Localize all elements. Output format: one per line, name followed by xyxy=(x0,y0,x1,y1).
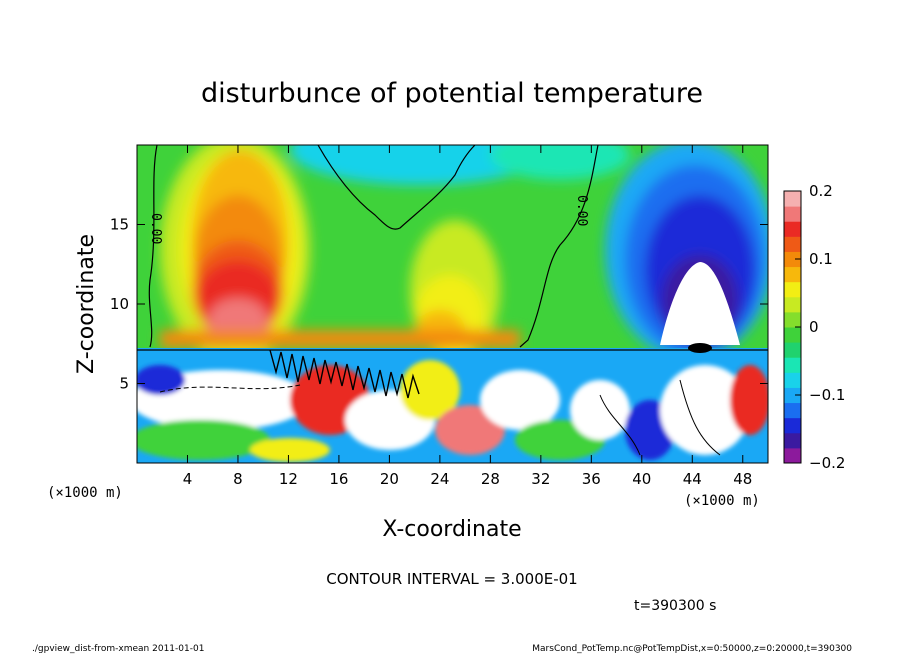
colorbar: −0.2 −0.1 0 0.1 0.2 xyxy=(783,182,845,472)
chart-title: disturbunce of potential temperature xyxy=(201,78,703,109)
x-tick-label: 24 xyxy=(430,470,449,488)
plot-area: 0.00 0.00 xyxy=(137,145,768,463)
zero-contour-center xyxy=(317,145,476,230)
y-axis: 5 10 15 xyxy=(110,216,768,393)
y-tick-label: 15 xyxy=(110,216,129,234)
colorbar-swatch xyxy=(784,236,801,252)
colorbar-swatch xyxy=(784,251,801,268)
colorbar-tick-label: 0 xyxy=(809,318,819,336)
x-unit-right: (×1000 m) xyxy=(684,493,760,509)
x-tick-label: 32 xyxy=(531,470,550,488)
x-tick-label: 8 xyxy=(233,470,243,488)
x-tick-label: 40 xyxy=(632,470,651,488)
colorbar-swatch xyxy=(784,206,801,222)
x-tick-label: 36 xyxy=(582,470,601,488)
y-axis-label: Z-coordinate xyxy=(74,234,99,374)
colorbar-swatch xyxy=(784,296,801,313)
y-tick-label: 5 xyxy=(119,375,129,393)
colorbar-swatch xyxy=(784,266,801,283)
x-tick-label: 48 xyxy=(733,470,752,488)
colorbar-swatch xyxy=(784,221,801,237)
y-tick-label: 10 xyxy=(110,295,129,313)
colorbar-swatch xyxy=(784,402,801,419)
colorbar-swatch xyxy=(784,387,801,404)
right-plume-cap xyxy=(660,262,740,345)
colorbar-swatch xyxy=(784,417,801,434)
colorbar-swatch xyxy=(784,432,801,449)
x-tick-label: 16 xyxy=(329,470,348,488)
contour-label-left: 0.00 xyxy=(148,213,163,244)
contour-interval-text: CONTOUR INTERVAL = 3.000E-01 xyxy=(326,570,577,588)
colorbar-tick-label: 0.2 xyxy=(809,182,833,200)
footer-right: MarsCond_PotTemp.nc@PotTempDist,x=0:5000… xyxy=(532,644,852,654)
time-text: t=390300 s xyxy=(634,598,716,614)
colorbar-tick-label: −0.1 xyxy=(809,386,845,404)
footer-left: ./gpview_dist-from-xmean 2011-01-01 xyxy=(32,644,204,654)
colorbar-swatch xyxy=(784,357,801,373)
x-tick-label: 28 xyxy=(481,470,500,488)
x-axis-label: X-coordinate xyxy=(382,517,521,542)
x-tick-label: 12 xyxy=(279,470,298,488)
interface-contours xyxy=(269,349,420,399)
colorbar-swatch xyxy=(784,447,801,464)
x-tick-label: 44 xyxy=(683,470,702,488)
x-axis: 4 8 12 16 20 24 28 32 36 40 44 48 xyxy=(183,145,752,488)
colorbar-tick-label: 0.1 xyxy=(809,250,833,268)
colorbar-swatch xyxy=(784,311,801,328)
x-tick-label: 4 xyxy=(183,470,193,488)
lower-field xyxy=(137,343,768,463)
x-unit-left: (×1000 m) xyxy=(47,485,123,501)
zero-contour-left xyxy=(148,145,158,348)
colorbar-swatch xyxy=(784,372,801,388)
x-tick-label: 20 xyxy=(380,470,399,488)
colorbar-swatch xyxy=(784,342,801,358)
colorbar-tick-label: −0.2 xyxy=(809,454,845,472)
zero-contour-right xyxy=(519,145,599,348)
colorbar-swatch xyxy=(784,191,801,207)
colorbar-swatch xyxy=(784,281,801,298)
contour-label-right: 0.00 xyxy=(574,195,589,226)
colorbar-swatch xyxy=(784,327,801,343)
